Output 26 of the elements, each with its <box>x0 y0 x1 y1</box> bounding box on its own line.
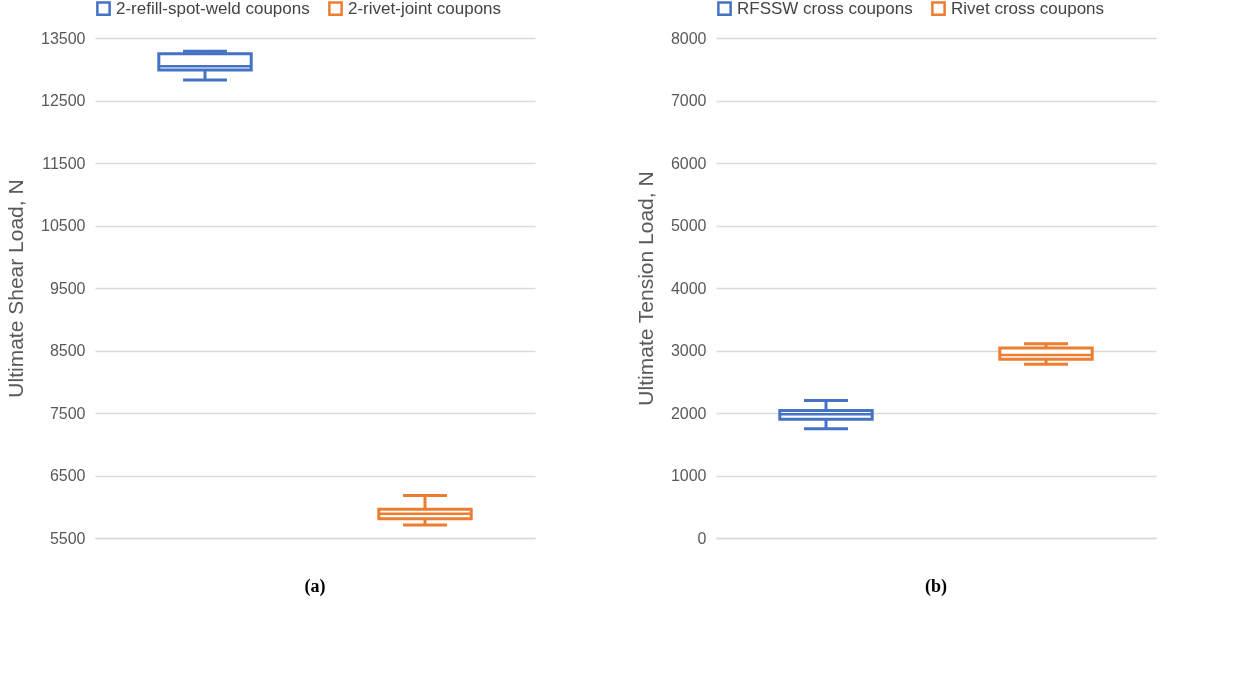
y-tick-label: 12500 <box>41 92 86 109</box>
y-axis-title: Ultimate Shear Load, N <box>4 179 28 398</box>
y-tick-label: 2000 <box>670 404 707 422</box>
text: (b) <box>925 576 947 597</box>
legend-label: Rivet cross coupons <box>951 0 1105 18</box>
legend-label: RFSSW cross coupons <box>737 0 913 18</box>
y-tick-label: 7000 <box>670 92 707 109</box>
y-tick-label: 5500 <box>49 529 86 547</box>
y-tick-label: 10500 <box>41 217 86 234</box>
y-axis-title: Ultimate Tension Load, N <box>633 171 657 406</box>
y-tick-label: 4000 <box>670 279 707 297</box>
y-tick-label: 8500 <box>49 342 86 359</box>
text: (a) <box>304 576 326 597</box>
legend-label: 2-refill-spot-weld coupons <box>116 0 310 18</box>
y-tick-label: 8000 <box>670 29 707 47</box>
y-tick-label: 6000 <box>670 154 707 172</box>
y-tick-label: 13500 <box>41 29 86 47</box>
y-tick-label: 0 <box>697 529 707 547</box>
y-tick-label: 11500 <box>42 154 86 172</box>
y-tick-label: 6500 <box>49 467 86 484</box>
y-tick-label: 5000 <box>670 217 707 234</box>
legend-label: 2-rivet-joint coupons <box>348 0 502 18</box>
y-tick-label: 3000 <box>670 342 707 359</box>
y-tick-label: 7500 <box>49 404 86 422</box>
y-tick-label: 1000 <box>670 467 707 484</box>
y-tick-label: 9500 <box>49 279 86 297</box>
